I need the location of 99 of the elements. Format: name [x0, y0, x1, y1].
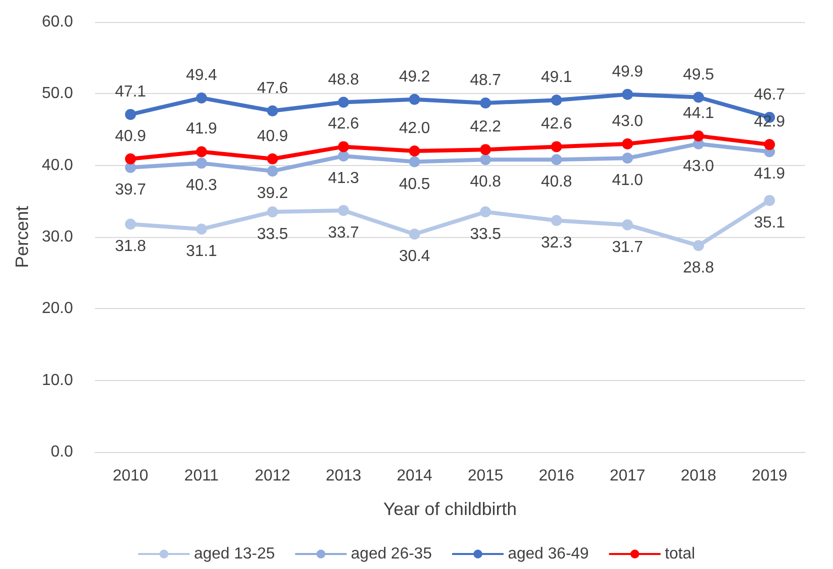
data-label: 47.1: [114, 83, 146, 100]
point: [551, 154, 562, 166]
x-axis-title: Year of childbirth: [383, 499, 517, 519]
legend-label: aged 26-35: [350, 546, 432, 562]
data-label: 48.8: [328, 71, 360, 88]
data-label: 49.4: [186, 66, 218, 84]
data-label: 41.3: [328, 170, 360, 188]
data-label: 41.0: [612, 172, 644, 190]
data-label: 35.1: [754, 214, 786, 232]
point: [338, 150, 349, 162]
data-label: 40.9: [256, 128, 288, 145]
x-tick-label: 2016: [538, 468, 574, 484]
data-label: 47.6: [256, 80, 288, 97]
point: [551, 94, 562, 106]
point: [480, 154, 491, 166]
point: [551, 215, 562, 226]
data-label: 42.0: [398, 120, 430, 137]
point: [622, 138, 633, 150]
point: [409, 146, 420, 156]
point: [409, 228, 420, 240]
data-label: 43.0: [612, 112, 644, 130]
point: [693, 130, 704, 142]
x-tick-label: 2011: [184, 468, 219, 484]
legend-label: aged 36-49: [508, 546, 589, 562]
point: [125, 218, 136, 230]
data-label: 40.5: [398, 176, 430, 193]
data-label: 40.3: [186, 177, 218, 194]
y-tick-label: 40.0: [42, 156, 74, 174]
data-label: 32.3: [540, 234, 572, 252]
point: [480, 144, 491, 156]
data-label: 31.1: [186, 243, 218, 260]
data-label: 33.7: [328, 224, 360, 242]
point: [409, 94, 420, 105]
y-tick-label: 30.0: [42, 228, 74, 246]
data-label: 42.2: [470, 118, 502, 136]
data-label: 30.4: [398, 248, 430, 266]
x-tick-label: 2012: [254, 468, 290, 484]
data-label: 33.5: [470, 226, 502, 243]
y-tick-label: 10.0: [42, 372, 74, 389]
data-label: 41.9: [186, 120, 218, 138]
point: [693, 240, 704, 252]
data-label: 33.5: [256, 226, 288, 243]
point: [267, 105, 278, 116]
data-label: 40.8: [470, 174, 502, 191]
data-label: 43.0: [682, 158, 714, 175]
legend-label: aged 13-25: [194, 546, 275, 562]
y-tick-label: 0.0: [50, 444, 74, 460]
data-label: 42.6: [328, 116, 360, 133]
x-tick-label: 2014: [396, 468, 432, 484]
point: [764, 139, 775, 150]
data-label: 49.1: [540, 69, 572, 86]
point: [267, 166, 278, 177]
data-label: 42.9: [754, 114, 786, 131]
data-label: 40.9: [114, 128, 146, 145]
point: [196, 146, 207, 158]
x-tick-label: 2010: [112, 468, 148, 484]
data-label: 39.2: [256, 185, 288, 202]
point: [338, 204, 349, 216]
data-label: 49.2: [398, 68, 430, 86]
data-label: 49.5: [682, 66, 714, 84]
point: [267, 206, 278, 218]
legend-label: total: [664, 546, 696, 562]
point: [693, 92, 704, 103]
data-label: 40.8: [540, 174, 572, 191]
x-tick-label: 2018: [680, 468, 716, 484]
point: [267, 153, 278, 164]
y-tick-label: 20.0: [42, 300, 74, 318]
point: [622, 88, 633, 100]
data-label: 48.7: [470, 72, 502, 89]
point: [125, 153, 136, 164]
point: [622, 152, 633, 164]
point: [480, 97, 491, 108]
data-label: 41.9: [754, 166, 786, 183]
point: [480, 206, 491, 218]
data-label: 46.7: [754, 86, 786, 104]
data-label: 31.7: [612, 238, 644, 256]
point: [622, 219, 633, 230]
point: [196, 92, 207, 104]
data-label: 39.7: [114, 181, 146, 198]
y-tick-label: 60.0: [42, 14, 74, 30]
data-label: 31.8: [114, 238, 146, 256]
data-label: 28.8: [682, 260, 714, 277]
point: [338, 96, 349, 108]
y-axis-title: Percent: [12, 206, 32, 268]
x-tick-label: 2013: [326, 468, 362, 484]
x-tick-label: 2015: [468, 468, 504, 484]
data-label: 42.6: [540, 116, 572, 133]
point: [551, 141, 562, 152]
point: [764, 194, 775, 206]
y-tick-label: 50.0: [42, 85, 74, 102]
x-tick-label: 2019: [752, 468, 788, 484]
x-tick-label: 2017: [610, 468, 646, 484]
data-label: 44.1: [682, 104, 714, 122]
point: [125, 108, 136, 120]
data-label: 49.9: [612, 63, 644, 80]
point: [409, 156, 420, 168]
point: [196, 224, 207, 235]
point: [196, 158, 207, 169]
point: [338, 141, 349, 152]
